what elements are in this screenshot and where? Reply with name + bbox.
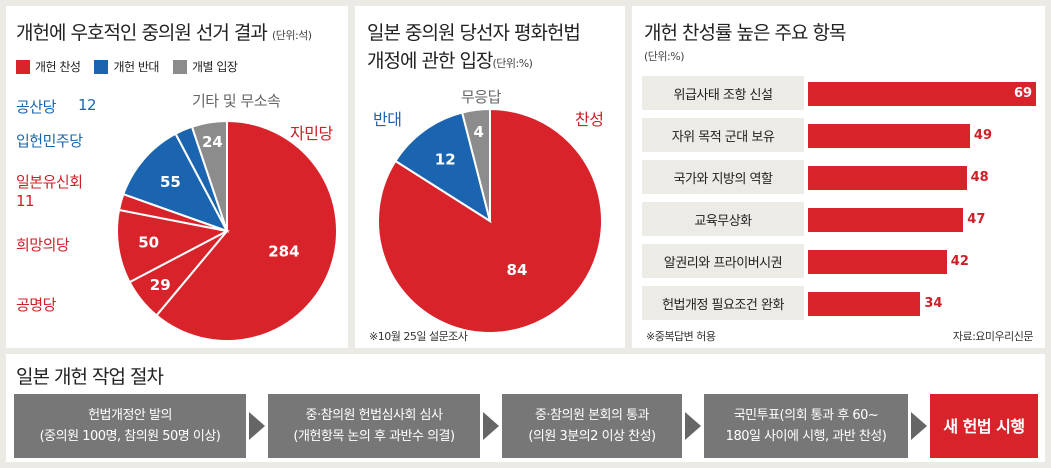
survey-chart-title-line2-text: 개정에 관한 입장 (367, 50, 493, 72)
amendment-process: 일본 개헌 작업 절차 헌법개정안 발의 (중의원 100명, 참의원 50명 … (6, 354, 1045, 462)
process-step-4-detail: 180일 사이에 시행, 과반 찬성) (725, 429, 887, 444)
legend-label-oppose: 개헌 반대 (113, 60, 159, 74)
bar (808, 208, 964, 232)
bar-row: 교육무상화 47 (642, 202, 1036, 236)
bar (808, 166, 967, 190)
label-cdp: 입헌민주당 (16, 132, 83, 150)
legend-swatch-gray (172, 59, 187, 74)
legend-swatch-blue (94, 59, 109, 74)
no-answer-value-label: 4 (474, 123, 484, 141)
bar (808, 292, 921, 316)
bar-row: 알권리와 프라이버시권 42 (642, 244, 1036, 278)
label-komeito: 공명당 (16, 296, 56, 314)
process-step-1: 헌법개정안 발의 (중의원 100명, 참의원 50명 이상) (14, 394, 246, 458)
survey-chart-unit: (단위:%) (492, 57, 533, 70)
process-step-2-title: 중·참의원 헌법심사회 심사 (305, 408, 443, 423)
label-oppose: 반대 (373, 110, 402, 129)
legend-label-individual: 개별 입장 (191, 60, 238, 74)
bar-row: 국가와 지방의 역할 48 (642, 160, 1036, 194)
no-answer-slice (460, 107, 491, 222)
process-step-1-detail: (중의원 100명, 참의원 50명 이상) (39, 429, 221, 444)
label-ishin-value: 11 (16, 192, 35, 210)
bar-value-label: 49 (973, 128, 992, 143)
label-no-answer: 무응답 (461, 88, 501, 106)
items-source: 자료:요미우리신문 (952, 330, 1034, 343)
legend-item-individual: 개별 입장 (172, 58, 238, 75)
others-value-label: 24 (202, 133, 223, 151)
bar-row: 헌법개정 필요조건 완화 34 (642, 286, 1036, 320)
survey-chart-title-line1: 일본 중의원 당선자 평화헌법 (367, 22, 581, 44)
process-step-4: 국민투표(의회 통과 후 60~ 180일 사이에 시행, 과반 찬성) (704, 394, 908, 458)
survey-chart-title-line2: 개정에 관한 입장(단위:%) (367, 46, 533, 73)
seat-chart-title-text: 개헌에 우호적인 중의원 선거 결과 (16, 22, 268, 44)
seat-chart-unit: (단위:석) (271, 29, 312, 42)
bar-category-label: 교육무상화 (642, 202, 804, 236)
label-support: 찬성 (575, 110, 604, 129)
process-title: 일본 개헌 작업 절차 (16, 366, 164, 388)
process-step-4-title: 국민투표(의회 통과 후 60~ (733, 408, 879, 423)
label-others: 기타 및 무소속 (192, 92, 281, 110)
others-slice (190, 119, 228, 232)
komeito-value-label: 29 (150, 276, 171, 294)
seat-chart-legend: 개헌 찬성 개헌 반대 개별 입장 (16, 58, 238, 75)
ldp-value-label: 284 (268, 243, 299, 261)
seat-results-panel: 개헌에 우호적인 중의원 선거 결과 (단위:석) 개헌 찬성 개헌 반대 개별… (6, 6, 348, 348)
items-chart-unit: (단위:%) (644, 50, 684, 63)
bar (808, 124, 970, 148)
process-arrow-4 (911, 412, 927, 440)
process-final-step: 새 헌법 시행 (930, 394, 1038, 458)
legend-item-oppose: 개헌 반대 (94, 58, 159, 75)
legend-label-support: 개헌 찬성 (35, 60, 81, 74)
bar-row: 위급사태 조항 신설 69 (642, 76, 1036, 110)
cdp-slice (122, 132, 230, 233)
process-step-2: 중·참의원 헌법심사회 심사 (개헌항목 논의 후 과반수 의결) (268, 394, 480, 458)
seat-chart-title: 개헌에 우호적인 중의원 선거 결과 (단위:석) (16, 18, 312, 45)
bar (808, 82, 1036, 106)
legend-item-support: 개헌 찬성 (16, 58, 81, 75)
bar-value-label: 47 (967, 212, 986, 227)
items-chart-title: 개헌 찬성률 높은 주요 항목 (644, 22, 846, 44)
process-step-3-detail: (의원 3분의2 이상 찬성) (528, 429, 656, 444)
survey-note: ※10월 25일 설문조사 (369, 330, 468, 343)
bar-value-label: 34 (924, 296, 943, 311)
process-step-1-title: 헌법개정안 발의 (88, 408, 172, 423)
process-arrow-3 (685, 412, 701, 440)
label-jcp-value: 12 (78, 96, 97, 114)
kibo-value-label: 50 (138, 233, 159, 251)
process-arrow-1 (249, 412, 265, 440)
process-step-3-title: 중·참의원 본회의 통과 (534, 408, 650, 423)
cdp-value-label: 55 (160, 173, 181, 191)
bar-category-label: 알권리와 프라이버시권 (642, 244, 804, 278)
kibo-slice (116, 208, 230, 284)
process-step-3: 중·참의원 본회의 통과 (의원 3분의2 이상 찬성) (502, 394, 682, 458)
support-value-label: 84 (507, 261, 528, 279)
bar-category-label: 국가와 지방의 역할 (642, 160, 804, 194)
items-note: ※중복답변 허용 (646, 330, 716, 343)
label-ldp: 자민당 (290, 124, 333, 143)
ldp-slice (155, 119, 338, 342)
survey-panel: 일본 중의원 당선자 평화헌법 개정에 관한 입장(단위:%) 84 12 4 반대… (355, 6, 625, 348)
process-step-2-detail: (개헌항목 논의 후 과반수 의결) (293, 429, 455, 444)
legend-swatch-red (16, 59, 30, 74)
bar (808, 250, 947, 274)
bar-row: 자위 목적 군대 보유 49 (642, 118, 1036, 152)
bar-category-label: 위급사태 조항 신설 (642, 76, 804, 110)
seat-pie-chart: 284 29 50 55 24 (116, 119, 338, 342)
bar-category-label: 자위 목적 군대 보유 (642, 118, 804, 152)
oppose-value-label: 12 (435, 150, 456, 168)
process-arrow-2 (483, 412, 499, 440)
label-kibo: 희망의당 (16, 236, 70, 254)
bar-value-label: 42 (950, 254, 969, 269)
oppose-slice (394, 111, 492, 224)
bar-value-label: 48 (970, 170, 989, 185)
bar-value-label: 69 (1014, 86, 1033, 101)
label-ishin: 일본유신회 (16, 173, 83, 191)
label-jcp: 공산당 (16, 98, 56, 116)
survey-pie-chart: 84 12 4 (377, 107, 603, 334)
items-panel: 개헌 찬성률 높은 주요 항목 (단위:%) 위급사태 조항 신설 69 자위 목적… (632, 6, 1045, 348)
bar-category-label: 헌법개정 필요조건 완화 (642, 286, 804, 320)
